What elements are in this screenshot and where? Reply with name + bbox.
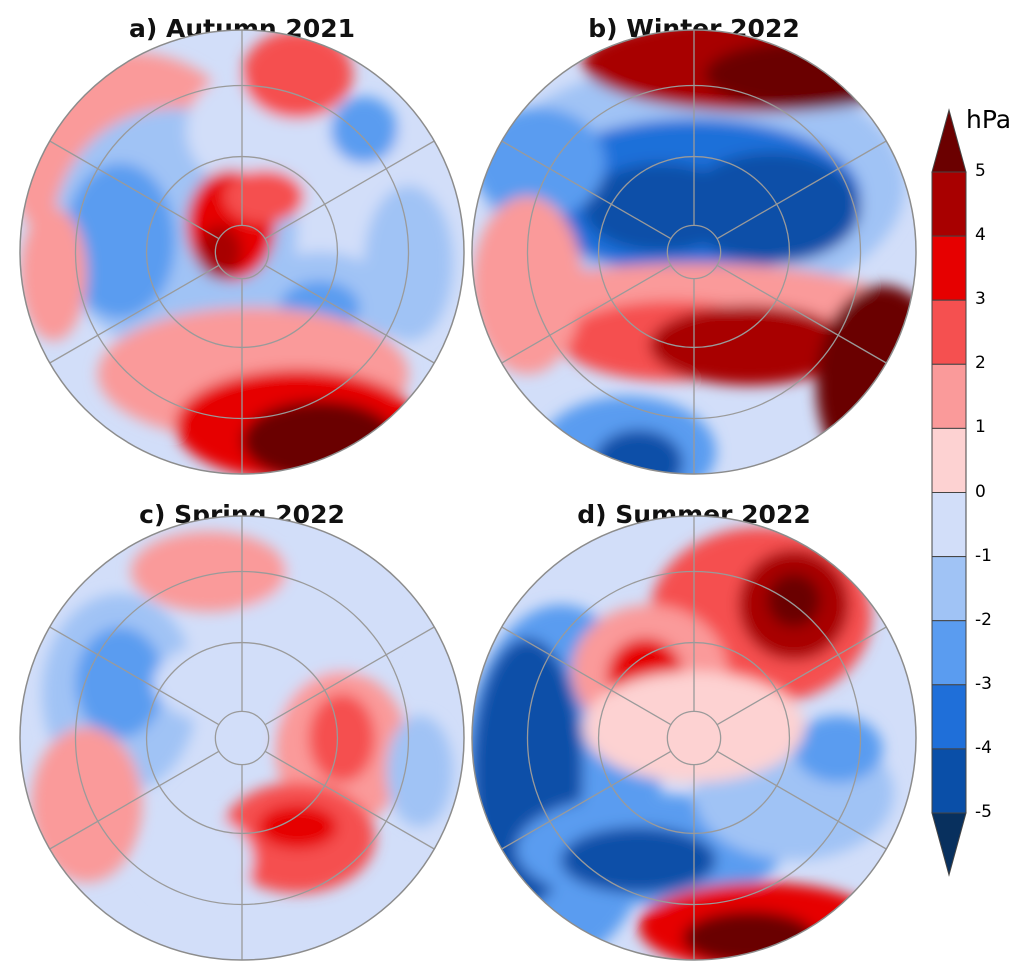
anomaly-contour (142, 815, 254, 905)
colorbar-segment (931, 171, 967, 237)
colorbar-tick-label: 3 (975, 289, 986, 310)
colorbar-tick-label: -3 (975, 673, 992, 694)
anomaly-contour (224, 169, 305, 224)
colorbar-tick-label: 4 (975, 225, 986, 246)
colorbar-tick-label: -5 (975, 802, 992, 822)
anomaly-contour (308, 693, 376, 783)
colorbar-extend-bottom (931, 812, 967, 877)
colorbar (931, 108, 967, 877)
anomaly-contour (386, 715, 453, 827)
meridian-line (501, 140, 672, 240)
meridian-line (501, 626, 672, 726)
meridian-line (501, 750, 672, 850)
anomaly-contour (793, 715, 883, 783)
meridian-line (49, 626, 220, 726)
meridian-line (501, 264, 672, 364)
meridian-line (264, 626, 435, 726)
meridian-line (264, 140, 435, 240)
colorbar-segment (931, 556, 967, 622)
meridian-line (716, 140, 887, 240)
meridian-line (264, 750, 435, 850)
anomaly-contour (560, 826, 717, 894)
anomaly-contour (197, 225, 242, 279)
meridian-line (716, 626, 887, 726)
anomaly-contour (242, 400, 398, 474)
map-border (19, 515, 465, 961)
meridian-line (716, 264, 887, 364)
anomaly-contour (131, 531, 287, 612)
anomaly-contour (257, 804, 338, 849)
colorbar-segment (931, 748, 967, 814)
colorbar-tick-label: 0 (975, 481, 986, 502)
colorbar-tick-label: -2 (975, 609, 992, 630)
meridian-line (264, 264, 435, 364)
colorbar-tick-label: -4 (975, 737, 992, 758)
colorbar-segment (931, 427, 967, 493)
anomaly-contour (215, 711, 269, 765)
anomaly-contour (75, 627, 165, 738)
anomaly-contour (705, 41, 905, 108)
colorbar-tick-label: 1 (975, 417, 986, 438)
meridian-line (716, 750, 887, 850)
colorbar-tick-label: 2 (975, 353, 986, 374)
polar-map-c (19, 515, 465, 961)
colorbar-segment (931, 620, 967, 686)
anomaly-contour (594, 429, 683, 474)
anomaly-contour (472, 196, 583, 375)
anomaly-contour (242, 30, 353, 119)
colorbar-tick-label: -1 (975, 545, 992, 566)
anomaly-contour (816, 285, 916, 474)
polar-map-d (471, 515, 917, 961)
colorbar-segment (931, 363, 967, 429)
polar-map-a (19, 29, 465, 475)
anomaly-contour (767, 573, 821, 627)
map-border (471, 29, 917, 475)
map-border (471, 515, 917, 961)
meridian-line (49, 140, 220, 240)
colorbar-unit: hPa (966, 105, 1012, 134)
colorbar-segment (931, 684, 967, 750)
anomaly-contour (64, 163, 176, 319)
colorbar-extend-top (931, 108, 967, 173)
anomaly-contour (20, 207, 87, 341)
meridian-line (49, 750, 220, 850)
colorbar-segment (931, 235, 967, 301)
meridian-line (49, 264, 220, 364)
anomaly-contour (330, 96, 398, 164)
map-border (19, 29, 465, 475)
colorbar-tick-label: 5 (975, 161, 986, 181)
polar-map-b (471, 29, 917, 475)
colorbar-segment (931, 492, 967, 558)
colorbar-segment (931, 299, 967, 365)
anomaly-contour (583, 671, 805, 783)
anomaly-contour (649, 305, 850, 386)
anomaly-contour (682, 911, 817, 960)
